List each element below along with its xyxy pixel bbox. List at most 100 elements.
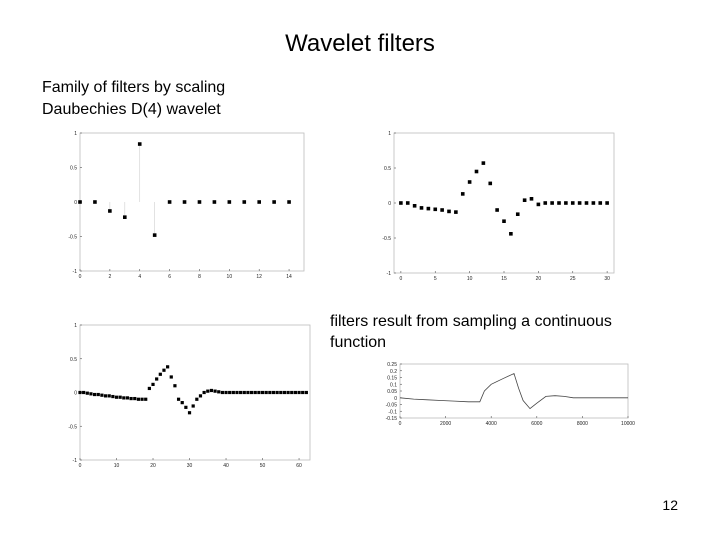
y-tick-label: -1 — [387, 271, 392, 277]
data-point — [287, 200, 291, 204]
x-tick-label: 2 — [108, 274, 111, 280]
data-point — [282, 390, 287, 395]
data-point — [212, 200, 217, 204]
x-tick-label: 30 — [187, 463, 193, 469]
data-point — [85, 391, 89, 395]
data-point — [253, 390, 257, 395]
continuous-function-plot: 0 2000 4000 6000 8000 10000 0.250.20.150.10.05… — [386, 362, 636, 427]
x-tick-label: 4 — [138, 274, 141, 280]
y-tick-label: -0.5 — [68, 235, 77, 241]
filter-plot-scale-1: 0 2 4 6 8 10 12 14 1 0.5 0 -0.5 -1 — [68, 131, 305, 280]
y-tick-label: 0 — [388, 201, 391, 207]
data-point — [202, 390, 206, 395]
data-point — [522, 198, 527, 202]
data-point — [209, 388, 214, 393]
data-point — [488, 181, 493, 186]
data-point — [96, 392, 100, 397]
data-point — [419, 206, 424, 210]
data-point — [197, 200, 202, 204]
page-number: 12 — [662, 497, 678, 513]
y-tick-label: 0.5 — [70, 166, 77, 172]
x-tick-label: 8 — [198, 274, 201, 280]
data-point — [123, 215, 127, 219]
data-point — [167, 200, 172, 204]
data-point — [454, 210, 458, 214]
continuous-sampling-note: filters result from sampling a continuou… — [330, 313, 612, 351]
data-point — [564, 201, 568, 205]
y-tick-label: 0 — [74, 200, 77, 206]
y-tick-label: 0.5 — [384, 166, 391, 172]
data-point — [543, 201, 548, 205]
data-point — [570, 201, 575, 205]
data-point — [155, 377, 159, 381]
x-tick-label: 8000 — [577, 421, 588, 427]
data-point — [502, 219, 506, 223]
data-point — [158, 372, 162, 376]
x-tick-label: 50 — [260, 463, 266, 469]
x-tick-label: 5 — [434, 276, 437, 282]
data-point — [152, 233, 157, 237]
x-tick-label: 12 — [256, 274, 262, 280]
data-point — [246, 390, 250, 395]
data-point — [147, 386, 151, 391]
y-tick-label: 1 — [388, 131, 391, 137]
y-tick-label: -0.5 — [382, 236, 391, 242]
data-point — [598, 201, 603, 205]
data-point — [140, 397, 144, 401]
x-tick-label: 20 — [536, 276, 542, 282]
data-point — [495, 208, 499, 212]
y-tick-label: -1 — [73, 458, 78, 464]
data-point — [224, 390, 228, 395]
data-point — [264, 390, 268, 395]
data-point — [93, 200, 97, 204]
data-point — [405, 201, 410, 205]
data-point — [467, 180, 472, 184]
data-point — [125, 396, 130, 400]
series-line — [399, 372, 628, 410]
data-point — [239, 390, 243, 395]
bullet-scaling: Family of filters by scaling — [42, 79, 226, 96]
x-tick-label: 25 — [570, 276, 576, 282]
x-tick-label: 10000 — [621, 421, 635, 427]
x-tick-label: 14 — [286, 274, 292, 280]
data-point — [162, 368, 166, 372]
x-tick-label: 0 — [79, 274, 82, 280]
slide-title: Wavelet filters — [285, 30, 435, 57]
x-tick-label: 6 — [168, 274, 171, 280]
x-tick-label: 40 — [223, 463, 229, 469]
x-tick-label: 0 — [399, 421, 402, 427]
y-tick-label: 0.15 — [387, 376, 397, 382]
data-point — [118, 395, 122, 399]
data-point — [122, 396, 126, 400]
data-point — [399, 201, 403, 205]
x-tick-label: 10 — [114, 463, 120, 469]
data-point — [206, 389, 210, 393]
data-point — [293, 390, 297, 395]
data-point — [433, 207, 438, 212]
data-point — [213, 389, 217, 393]
data-point — [297, 390, 301, 395]
data-point — [78, 200, 82, 204]
x-tick-label: 0 — [79, 463, 82, 469]
data-point — [184, 405, 188, 409]
data-point — [481, 161, 486, 165]
data-point — [279, 390, 283, 395]
data-point — [195, 397, 199, 401]
data-point — [584, 201, 589, 205]
data-point — [228, 390, 232, 395]
data-point — [217, 390, 221, 394]
data-point — [260, 390, 265, 395]
data-point — [78, 390, 82, 395]
data-point — [447, 209, 451, 214]
data-point — [301, 390, 305, 395]
data-point — [474, 169, 479, 174]
data-point — [114, 395, 119, 399]
data-point — [176, 397, 181, 401]
x-tick-label: 60 — [296, 463, 302, 469]
data-point — [509, 232, 513, 236]
data-point — [191, 404, 195, 408]
bullet-daubechies: Daubechies D(4) wavelet — [42, 101, 221, 118]
data-point — [460, 192, 465, 196]
x-tick-label: 15 — [501, 276, 507, 282]
data-point — [515, 212, 520, 216]
